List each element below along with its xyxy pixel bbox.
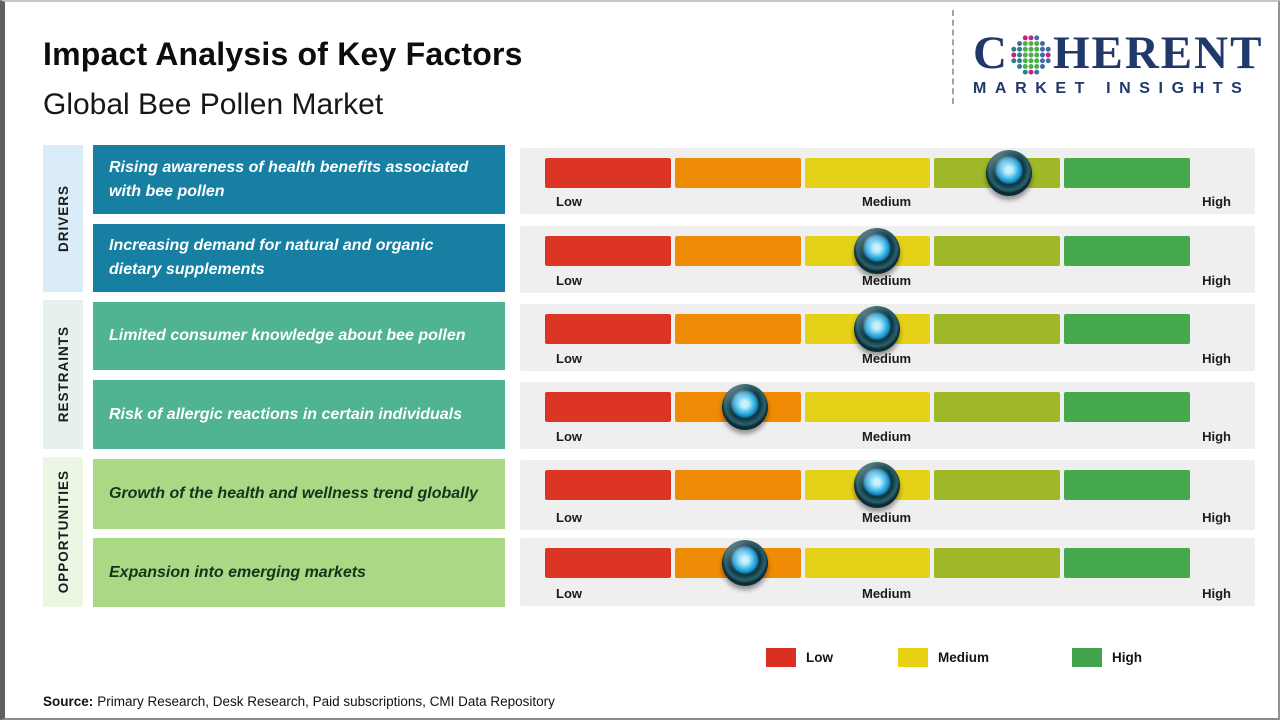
legend-swatch-high	[1072, 648, 1102, 667]
segment-medium	[804, 158, 931, 188]
factor-text: Limited consumer knowledge about bee pol…	[109, 327, 466, 344]
segment-medium	[804, 548, 931, 578]
legend-item-high: High	[1072, 648, 1142, 667]
segment-high	[1064, 392, 1190, 422]
opportunities-label-text: OPPORTUNITIES	[55, 470, 71, 594]
factor-text: Increasing demand for natural and organi…	[109, 237, 434, 278]
factor-box-driver-2: Increasing demand for natural and organi…	[93, 224, 505, 292]
legend-label-low: Low	[806, 650, 833, 665]
impact-slider-knob[interactable]	[854, 228, 901, 274]
page-subtitle: Global Bee Pollen Market	[43, 88, 384, 121]
logo-tagline: MARKET INSIGHTS	[973, 80, 1251, 97]
legend-item-low: Low	[766, 648, 833, 667]
segment-high	[1064, 548, 1190, 578]
company-logo: C HERENT MARKET INSIGHTS	[973, 30, 1268, 98]
factor-text: Expansion into emerging markets	[109, 563, 366, 581]
segment-high	[1064, 470, 1190, 500]
gauge-bar	[545, 548, 1190, 578]
segment-low	[545, 158, 671, 188]
factor-box-driver-1: Rising awareness of health benefits asso…	[93, 145, 505, 214]
legend-swatch-low	[766, 648, 796, 667]
scale-label-high: High	[1202, 194, 1231, 209]
legend-label-medium: Medium	[938, 650, 990, 665]
logo-text-left: C	[973, 27, 1009, 79]
segment-low-medium	[674, 158, 801, 188]
factor-box-restraint-1: Limited consumer knowledge about bee pol…	[93, 302, 505, 370]
scale-label-medium: Medium	[862, 273, 912, 288]
segment-low	[545, 548, 671, 578]
scale-label-medium: Medium	[862, 510, 912, 525]
scale-label-low: Low	[556, 510, 582, 525]
scale-label-medium: Medium	[862, 429, 912, 444]
impact-slider-knob[interactable]	[854, 306, 901, 352]
category-label-drivers: DRIVERS	[43, 145, 83, 292]
legend-item-medium: Medium	[898, 648, 989, 667]
scale-label-high: High	[1202, 351, 1231, 366]
scale-label-medium: Medium	[862, 351, 912, 366]
scale-label-medium: Medium	[862, 194, 912, 209]
factor-box-opportunity-2: Expansion into emerging markets	[93, 538, 505, 607]
segment-low	[545, 236, 671, 266]
logo-wordmark: C HERENT	[973, 30, 1268, 77]
header-dashed-divider	[952, 10, 954, 104]
impact-gauge-opportunity-2: Low Medium High	[520, 538, 1255, 606]
segment-low-medium	[674, 314, 801, 344]
logo-globe-icon	[1011, 34, 1051, 75]
segment-high	[1064, 236, 1190, 266]
source-line: Source: Primary Research, Desk Research, …	[43, 694, 555, 709]
segment-low-medium	[674, 470, 801, 500]
segment-low-medium	[674, 236, 801, 266]
legend-label-high: High	[1112, 650, 1142, 665]
impact-slider-knob[interactable]	[721, 540, 768, 586]
impact-gauge-driver-2: Low Medium High	[520, 226, 1255, 293]
impact-gauge-driver-1: Low Medium High	[520, 148, 1255, 214]
segment-medium-high	[934, 470, 1061, 500]
factor-box-opportunity-1: Growth of the health and wellness trend …	[93, 459, 505, 529]
factor-text: Growth of the health and wellness trend …	[109, 485, 478, 502]
scale-label-medium: Medium	[862, 586, 912, 601]
restraints-label-text: RESTRAINTS	[55, 326, 71, 423]
page-title: Impact Analysis of Key Factors	[43, 36, 523, 72]
category-label-opportunities: OPPORTUNITIES	[43, 457, 83, 607]
source-text: Primary Research, Desk Research, Paid su…	[97, 694, 555, 709]
scale-label-high: High	[1202, 273, 1231, 288]
scale-label-low: Low	[556, 351, 582, 366]
scale-label-low: Low	[556, 586, 582, 601]
category-label-restraints: RESTRAINTS	[43, 300, 83, 449]
scale-label-low: Low	[556, 429, 582, 444]
segment-high	[1064, 158, 1190, 188]
factor-text: Rising awareness of health benefits asso…	[109, 158, 469, 200]
segment-medium-high	[934, 548, 1061, 578]
segment-low	[545, 392, 671, 422]
factor-text: Risk of allergic reactions in certain in…	[109, 405, 462, 423]
scale-label-high: High	[1202, 586, 1231, 601]
gauge-bar	[545, 392, 1190, 422]
legend-swatch-medium	[898, 648, 928, 667]
logo-text-right: HERENT	[1052, 27, 1264, 79]
scale-label-high: High	[1202, 510, 1231, 525]
segment-medium-high	[934, 392, 1061, 422]
gauge-bar	[545, 158, 1190, 188]
impact-gauge-restraint-2: Low Medium High	[520, 382, 1255, 449]
impact-gauge-opportunity-1: Low Medium High	[520, 460, 1255, 530]
segment-low	[545, 470, 671, 500]
source-label: Source:	[43, 694, 94, 709]
scale-label-high: High	[1202, 429, 1231, 444]
impact-slider-knob[interactable]	[721, 384, 768, 430]
gauge-bar	[545, 470, 1190, 500]
segment-medium-high	[934, 236, 1061, 266]
drivers-label-text: DRIVERS	[55, 184, 71, 252]
segment-medium	[804, 392, 931, 422]
segment-low	[545, 314, 671, 344]
impact-slider-knob[interactable]	[986, 150, 1033, 196]
scale-label-low: Low	[556, 194, 582, 209]
impact-gauge-restraint-1: Low Medium High	[520, 304, 1255, 371]
gauge-bar	[545, 314, 1190, 344]
impact-slider-knob[interactable]	[854, 462, 901, 508]
scale-label-low: Low	[556, 273, 582, 288]
segment-high	[1064, 314, 1190, 344]
segment-medium-high	[934, 314, 1061, 344]
factor-box-restraint-2: Risk of allergic reactions in certain in…	[93, 380, 505, 449]
